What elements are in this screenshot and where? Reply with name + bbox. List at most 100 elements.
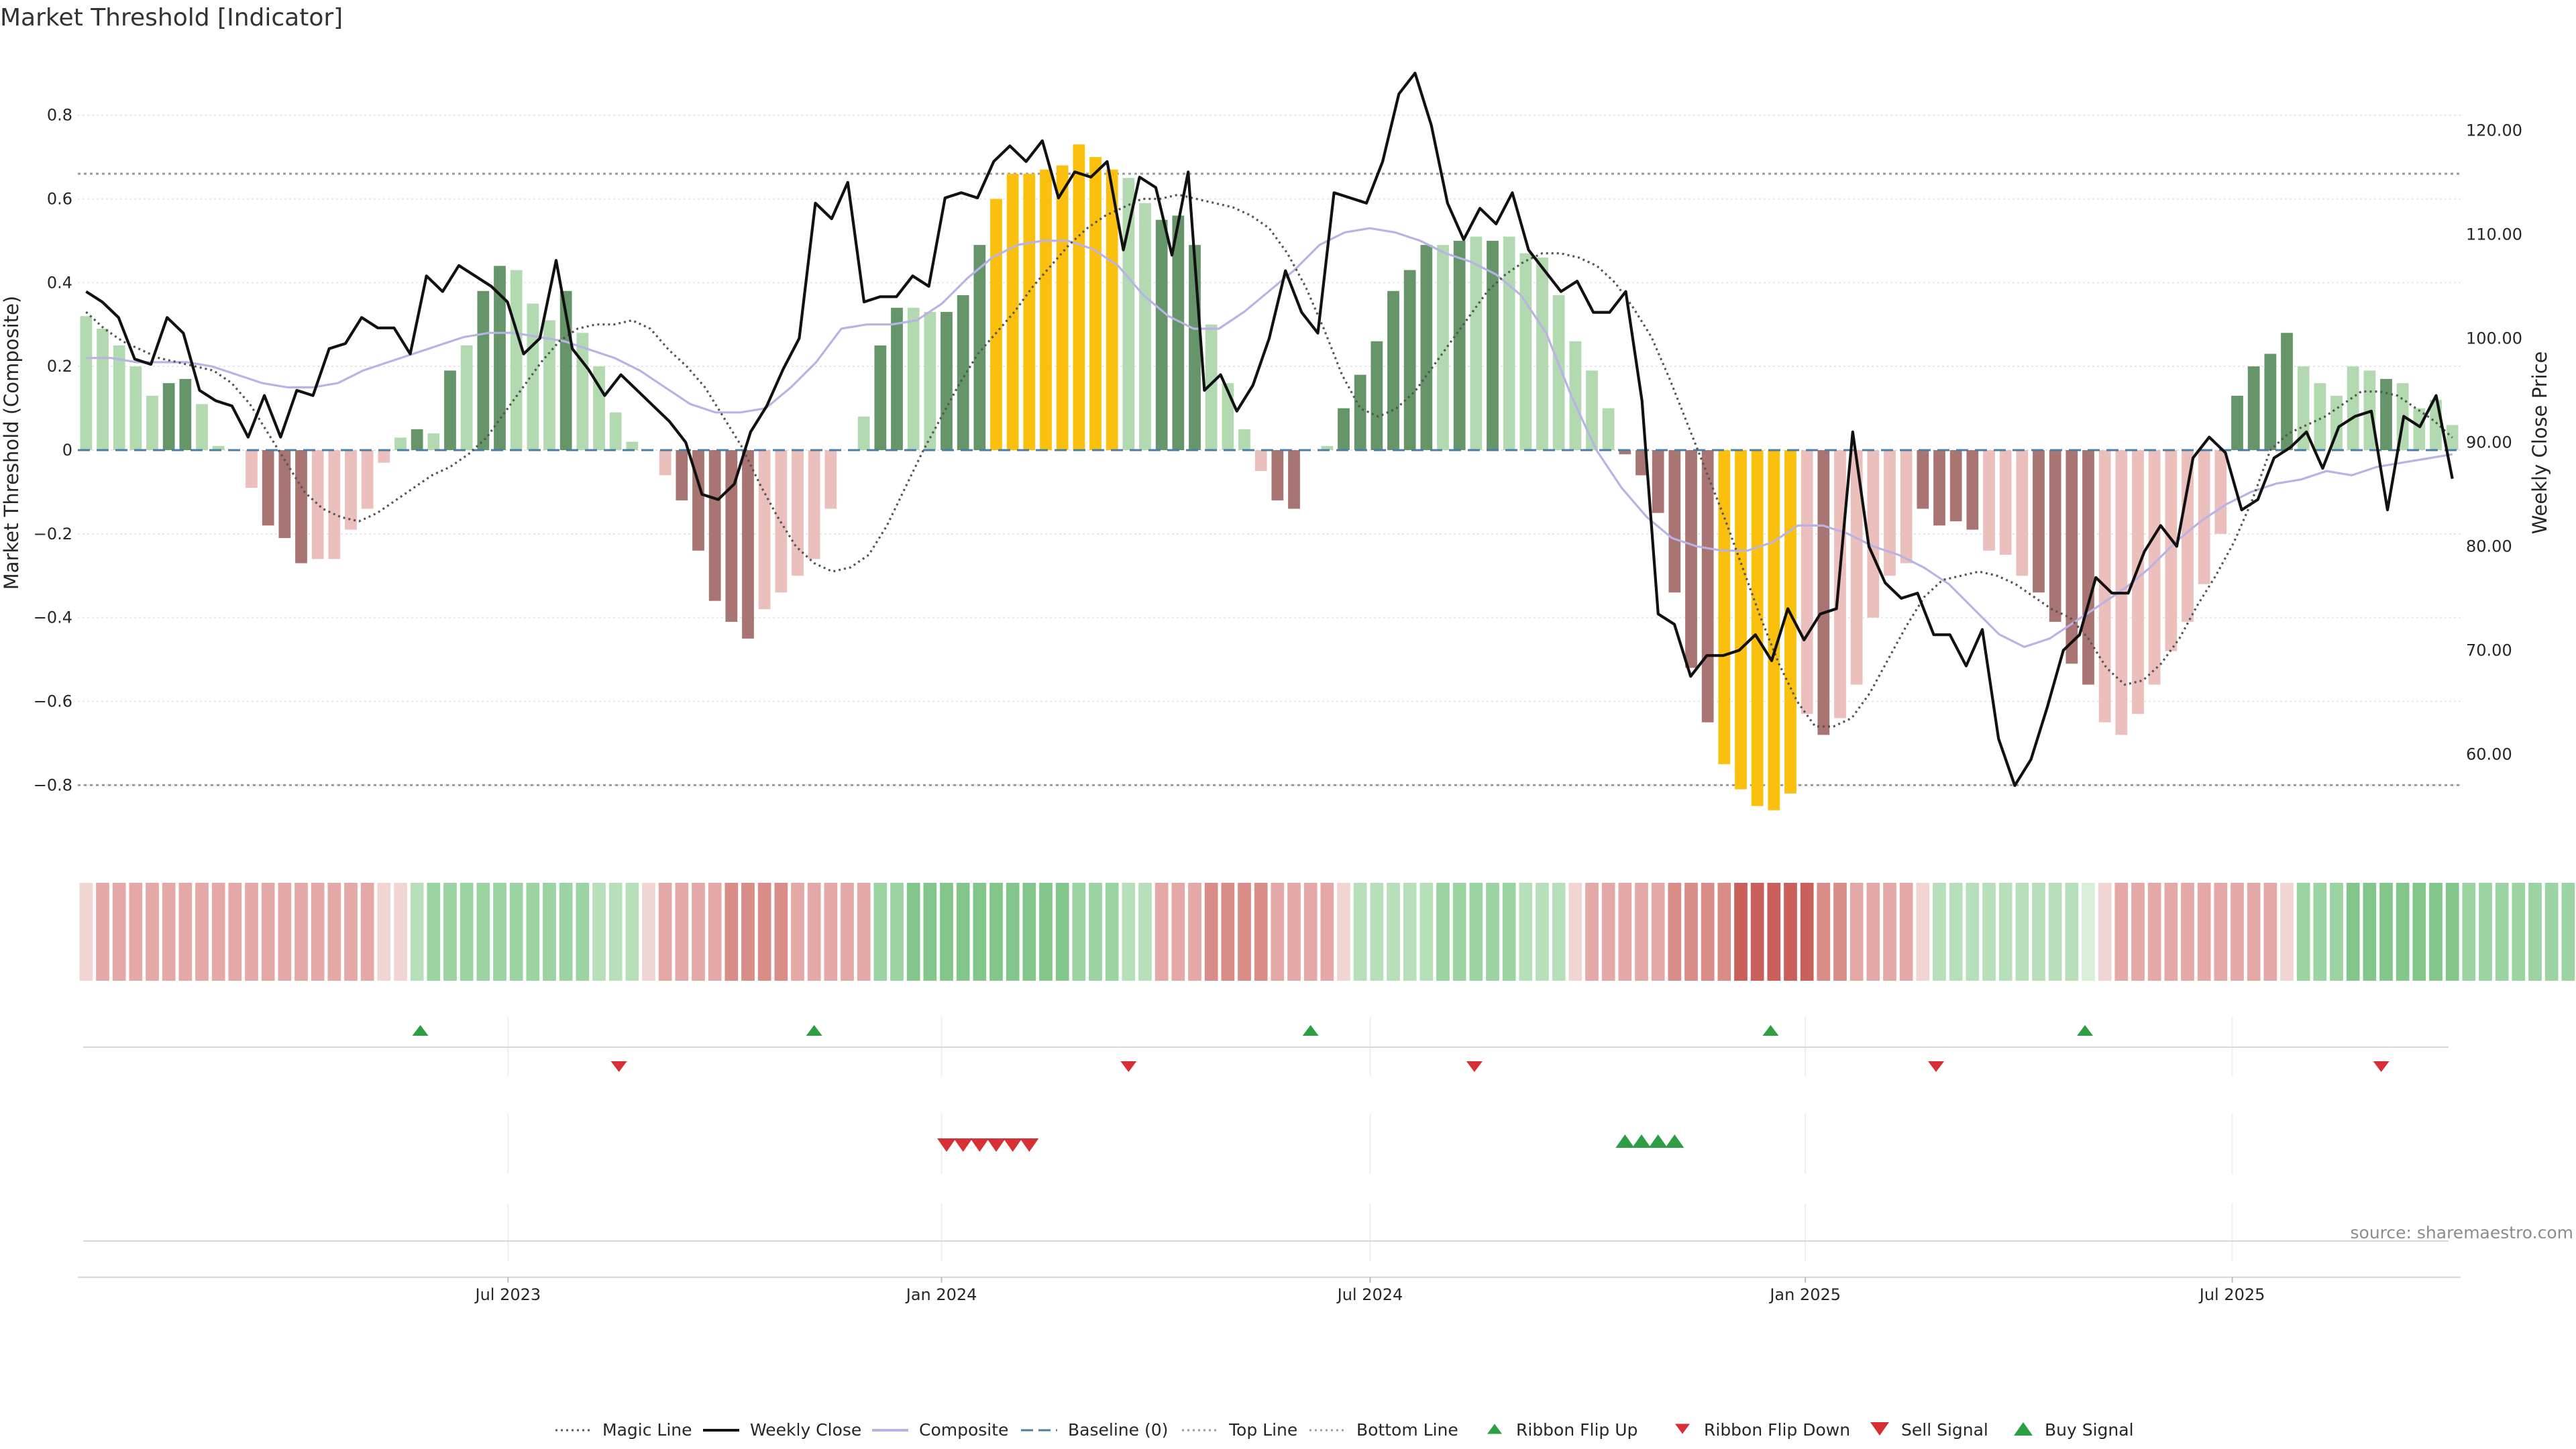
series-lines	[78, 71, 2461, 788]
ribbon-cell	[1601, 883, 1615, 981]
ribbon-cell	[2147, 883, 2161, 981]
composite-bar	[1768, 450, 1780, 810]
ribbon-cell	[2048, 883, 2062, 981]
legend-item: Composite	[872, 1420, 1008, 1440]
x-tick-label: Jul 2025	[2198, 1285, 2265, 1304]
composite-bar	[2165, 450, 2178, 651]
ribbon-cell	[2065, 883, 2079, 981]
x-tick-label: Jan 2025	[1768, 1285, 1841, 1304]
composite-bar	[576, 333, 589, 450]
ribbon-cell	[1866, 883, 1880, 981]
x-tick-label: Jan 2024	[905, 1285, 977, 1304]
composite-bar	[345, 450, 357, 530]
composite-bar	[394, 437, 407, 450]
composite-bar	[2214, 450, 2227, 534]
ribbon-cell	[261, 883, 275, 981]
composite-bar	[1917, 450, 1929, 509]
composite-bar	[1420, 245, 1433, 450]
ribbon-cell	[2214, 883, 2228, 981]
ribbon-cell	[1353, 883, 1367, 981]
ribbon-cell	[1734, 883, 1748, 981]
ribbon-cell	[1717, 883, 1731, 981]
ribbon-cell	[2015, 883, 2029, 981]
ribbon-cell	[2379, 883, 2393, 981]
ribbon-cell	[1668, 883, 1682, 981]
ribbon-cell	[1817, 883, 1831, 981]
composite-line	[86, 227, 2453, 649]
ribbon-cell	[1006, 883, 1020, 981]
ribbon-cell	[824, 883, 838, 981]
composite-bar	[907, 307, 920, 450]
composite-bar	[2049, 450, 2061, 622]
ribbon-cell	[857, 883, 871, 981]
composite-bar	[361, 450, 374, 509]
composite-bar	[1106, 169, 1118, 451]
legend-label: Bottom Line	[1356, 1420, 1458, 1440]
composite-bar	[2430, 400, 2442, 450]
ribbon-cell	[1883, 883, 1896, 981]
ribbon-flip-up-marker	[2077, 1025, 2094, 1036]
ribbon-flip-down-marker	[1466, 1061, 1483, 1072]
ribbon-cell	[1238, 883, 1251, 981]
ribbon-cell	[1320, 883, 1334, 981]
ribbon-flip-up-marker	[412, 1025, 429, 1036]
x-tick-label: Jul 2023	[474, 1285, 541, 1304]
buy-signal-marker	[1615, 1134, 1635, 1148]
composite-bar	[1801, 450, 1813, 714]
ribbon-cell	[1221, 883, 1235, 981]
composite-bar	[246, 450, 258, 488]
composite-bar	[543, 320, 555, 450]
composite-bar	[1933, 450, 1945, 526]
composite-bar	[1453, 240, 1466, 450]
y-axis-right-title: Weekly Close Price	[2528, 352, 2551, 535]
composite-bar	[593, 366, 605, 450]
ribbon-cell	[1303, 883, 1318, 981]
ribbon-flip-up-marker	[1302, 1025, 1319, 1036]
ribbon-cell	[1337, 883, 1350, 981]
composite-bar	[146, 395, 158, 450]
ribbon-cell	[1933, 883, 1946, 981]
ribbon-cell	[774, 883, 788, 981]
composite-bar	[1685, 450, 1697, 668]
composite-bar	[1999, 450, 2012, 555]
ribbon-cell	[460, 883, 474, 981]
composite-bar	[1784, 450, 1796, 794]
composite-bar	[609, 412, 622, 450]
sell-signal-marker	[1003, 1138, 1022, 1152]
ribbon-cell	[1519, 883, 1533, 981]
ribbon-cell	[642, 883, 655, 981]
composite-bar	[2297, 366, 2310, 450]
ribbon-cell	[2346, 883, 2360, 981]
ribbon-cell	[741, 883, 755, 981]
composite-bar	[2413, 408, 2426, 450]
y-right-tick-label: 60.00	[2466, 745, 2512, 763]
composite-bar	[1701, 450, 1714, 722]
buy-signal-marker	[1665, 1134, 1684, 1148]
composite-bar	[1718, 450, 1731, 765]
ribbon-cell	[1387, 883, 1400, 981]
ribbon-cell	[1651, 883, 1665, 981]
composite-bar	[1371, 341, 1383, 450]
composite-bar	[626, 441, 639, 450]
ribbon-cell	[2479, 883, 2492, 981]
ribbon-cell	[592, 883, 606, 981]
ribbon-cell	[873, 883, 888, 981]
ribbon-cell	[956, 883, 970, 981]
composite-bar	[1949, 450, 1962, 522]
composite-bar	[891, 307, 903, 450]
ribbon-cell	[1105, 883, 1119, 981]
legend-swatch	[2014, 1422, 2033, 1436]
ribbon-cell	[2197, 883, 2211, 981]
composite-bar	[2132, 450, 2144, 714]
composite-bar	[1867, 450, 1880, 618]
y-right-tick-label: 120.00	[2466, 121, 2522, 140]
composite-bars	[80, 144, 2459, 810]
ribbon-cell	[2280, 883, 2294, 981]
composite-bar	[1668, 450, 1681, 593]
composite-bar	[1089, 157, 1102, 451]
ribbon-cell	[2231, 883, 2244, 981]
composite-bar	[1205, 324, 1218, 450]
composite-bar	[444, 370, 456, 450]
ribbon-cell	[2544, 883, 2559, 981]
composite-bar	[758, 450, 771, 610]
